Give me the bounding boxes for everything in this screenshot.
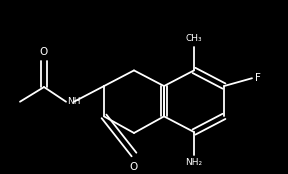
Text: F: F <box>255 73 261 83</box>
Text: NH: NH <box>67 97 81 106</box>
Text: O: O <box>130 162 138 172</box>
Text: NH₂: NH₂ <box>185 158 202 167</box>
Text: O: O <box>40 47 48 57</box>
Text: CH₃: CH₃ <box>186 34 202 43</box>
